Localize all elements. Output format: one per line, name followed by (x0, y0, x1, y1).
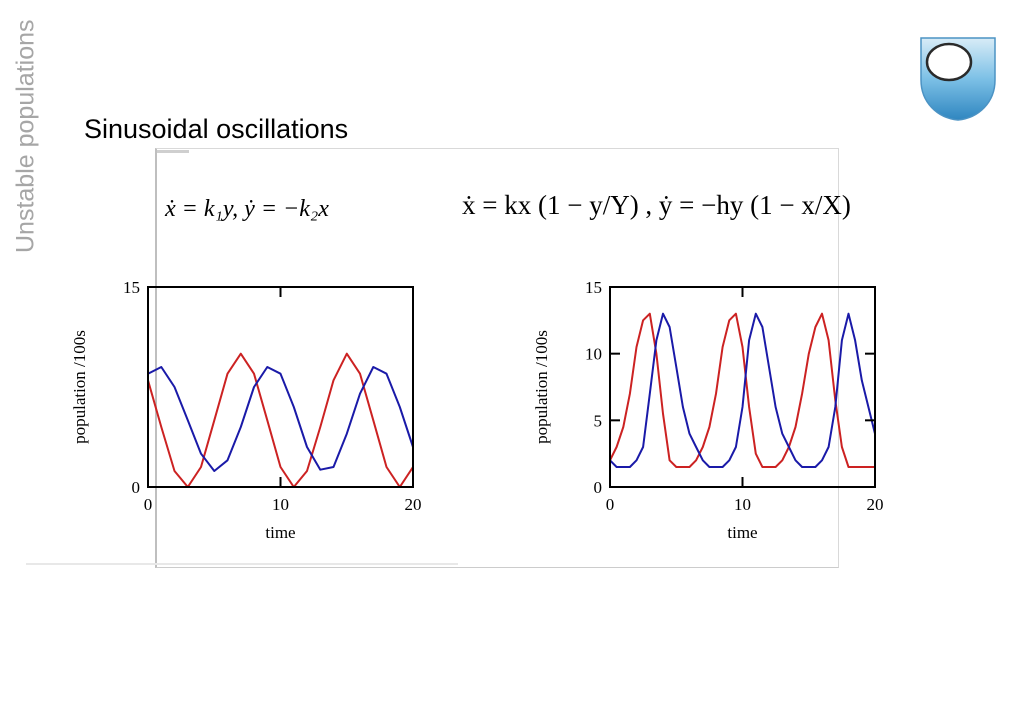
y-axis-label: population /100s (70, 330, 89, 444)
y-axis-label: population /100s (532, 330, 551, 444)
series-line-red (610, 312, 875, 468)
x-axis-label: time (265, 523, 295, 542)
y-tick-label: 15 (585, 278, 602, 297)
series-line-blue (148, 366, 413, 472)
x-tick-label: 10 (272, 495, 289, 514)
y-tick-label: 15 (123, 278, 140, 297)
x-tick-label: 10 (734, 495, 751, 514)
x-tick-label: 20 (867, 495, 884, 514)
logo (919, 36, 997, 127)
x-tick-label: 0 (606, 495, 615, 514)
x-tick-label: 0 (144, 495, 153, 514)
series-line-blue (610, 312, 875, 468)
series-line-red (148, 352, 413, 487)
y-tick-label: 0 (594, 478, 603, 497)
plot-frame (147, 286, 414, 488)
frame-shadow (26, 563, 458, 565)
open-university-shield-icon (920, 37, 996, 121)
chart-linear: 0 10 20 0 15 time population /100s (70, 278, 422, 542)
y-tick-label: 10 (585, 345, 602, 364)
frame-tab (157, 150, 189, 153)
x-tick-label: 20 (405, 495, 422, 514)
side-title: Unstable populations (11, 20, 40, 254)
content-frame (155, 148, 839, 568)
chart-nonlinear: 0 10 20 0 5 10 15 time population /100s (532, 278, 884, 542)
slide-title: Sinusoidal oscillations (84, 114, 349, 144)
y-tick-label: 5 (594, 411, 603, 430)
y-tick-label: 0 (132, 478, 141, 497)
x-axis-label: time (727, 523, 757, 542)
equation-linear: ẋ = k₁y, ẏ = −k₂x (165, 196, 329, 222)
equation-nonlinear: ẋ = kx (1 − y/Y) , ẏ = −hy (1 − x/X) (462, 190, 851, 220)
